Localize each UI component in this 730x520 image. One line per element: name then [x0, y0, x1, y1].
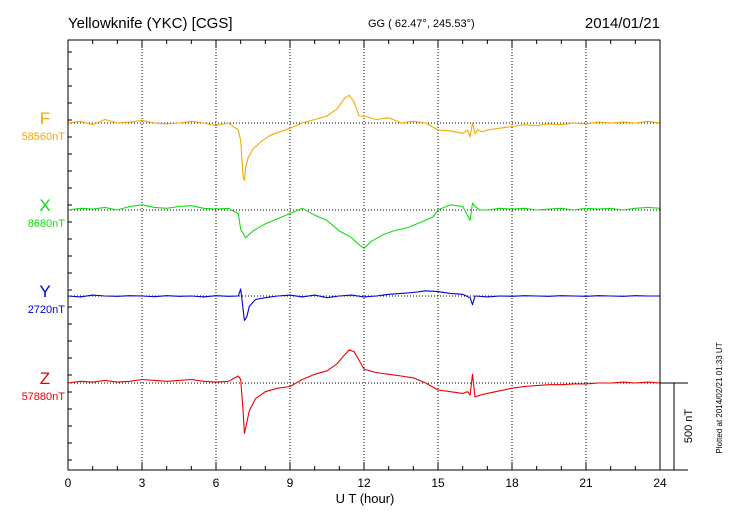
series-line-z	[67, 349, 661, 435]
x-tick-label: 6	[213, 476, 220, 490]
series-name-x: X	[39, 196, 50, 215]
scale-bar-label: 500 nT	[683, 409, 695, 444]
x-axis-ticks: 0 3 6 9 12 15 18 21 24	[65, 40, 667, 490]
series-baseline-label-z: 57880nT	[22, 391, 66, 403]
x-tick-label: 0	[65, 476, 72, 490]
x-axis-label: U T (hour)	[336, 491, 395, 506]
scale-bar: 500 nT	[660, 382, 695, 471]
series-baseline-label-x: 8680nT	[28, 218, 66, 230]
x-tick-label: 9	[287, 476, 294, 490]
plot-frame	[67, 39, 661, 471]
x-tick-label: 18	[505, 476, 519, 490]
grid	[68, 40, 660, 470]
series-line-f	[67, 94, 661, 181]
series-line-x	[67, 202, 661, 249]
plotted-timestamp: Plotted at 2014/02/21 01:33 UT	[715, 342, 724, 453]
station-title: Yellowknife (YKC) [CGS]	[68, 15, 233, 32]
x-tick-label: 12	[357, 476, 371, 490]
series-baseline-label-f: 58560nT	[22, 131, 66, 143]
coordinates-label: GG ( 62.47°, 245.53°)	[368, 18, 475, 30]
x-tick-label: 24	[653, 476, 667, 490]
date-label: 2014/01/21	[585, 15, 660, 32]
x-tick-label: 15	[431, 476, 445, 490]
series-group: F 58560nT X 8680nT Y 2720nT Z 57880nT	[22, 94, 661, 435]
series-name-y: Y	[39, 282, 50, 301]
series-line-y	[67, 288, 660, 321]
series-baseline-label-y: 2720nT	[28, 304, 66, 316]
series-name-f: F	[40, 109, 50, 128]
x-tick-label: 3	[139, 476, 146, 490]
x-tick-label: 21	[579, 476, 593, 490]
series-name-z: Z	[40, 369, 50, 388]
